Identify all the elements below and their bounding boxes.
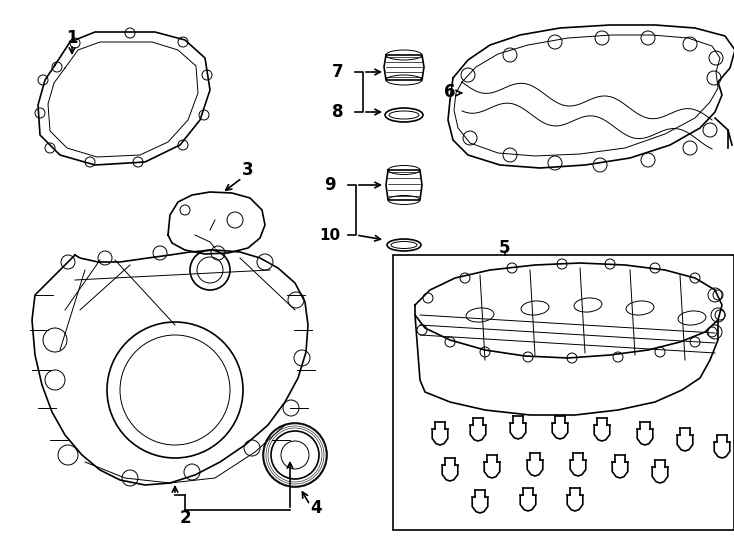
Bar	[393, 255, 734, 530]
Text: 2: 2	[179, 509, 191, 527]
Text: 5: 5	[499, 239, 511, 257]
Text: 4: 4	[310, 499, 321, 517]
Text: 6: 6	[444, 83, 456, 101]
Text: 9: 9	[324, 176, 336, 194]
Text: 10: 10	[319, 227, 341, 242]
Text: 7: 7	[333, 63, 344, 81]
Text: 8: 8	[333, 103, 344, 121]
Text: 3: 3	[242, 161, 254, 179]
Text: 1: 1	[66, 29, 78, 47]
